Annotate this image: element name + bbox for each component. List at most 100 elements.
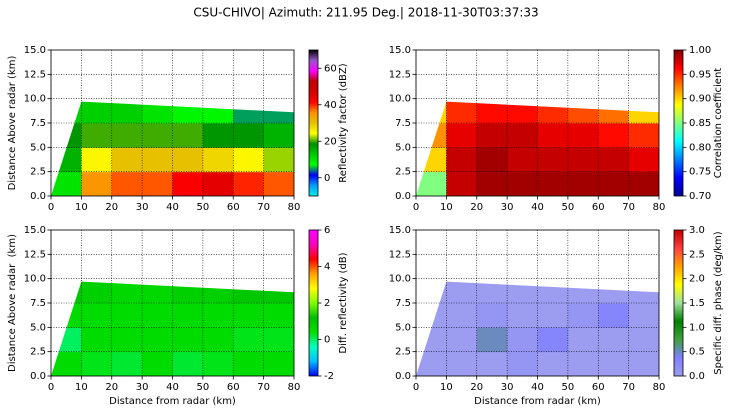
field-cell	[111, 171, 143, 196]
field-cell	[111, 281, 143, 304]
x-tick-label: 10	[75, 382, 88, 393]
x-tick-label: 80	[288, 382, 301, 393]
y-tick-label: 7.5	[395, 298, 411, 309]
x-tick-label: 20	[470, 202, 483, 213]
field-cell	[202, 351, 234, 376]
field-cell	[446, 147, 478, 173]
y-tick-label: 0.0	[30, 191, 46, 202]
field-cell	[567, 327, 599, 353]
colorbar-tick-label: 0	[324, 173, 330, 184]
field-cell	[263, 351, 294, 376]
field-cell	[446, 303, 478, 328]
colorbar	[308, 49, 319, 197]
field-cell	[142, 123, 173, 148]
y-tick-label: 10.0	[24, 94, 46, 105]
x-tick-label: 70	[622, 202, 635, 213]
field-cell	[172, 147, 204, 173]
y-tick-label: 2.5	[395, 347, 411, 358]
colorbar-tick-label: 0	[324, 335, 330, 346]
colorbar-label: Diff. reflectivity (dB)	[338, 252, 349, 353]
colorbar-tick-label: 0.70	[689, 191, 711, 202]
field-cell	[111, 327, 143, 353]
field-cell	[111, 101, 143, 124]
field-cell	[233, 171, 265, 196]
x-tick-label: 70	[257, 382, 270, 393]
field-cell	[507, 327, 538, 353]
field-cell	[202, 123, 234, 148]
x-tick-label: 70	[622, 382, 635, 393]
axes-frame	[415, 49, 660, 197]
x-tick-label: 60	[592, 382, 605, 393]
field-cell	[446, 327, 478, 353]
field-cell	[507, 147, 538, 173]
y-tick-label: 15.0	[24, 45, 46, 56]
field-cell	[567, 147, 599, 173]
y-axis-label: Distance Above radar (km)	[7, 56, 18, 191]
x-tick-label: 80	[653, 202, 666, 213]
x-tick-label: 40	[531, 202, 544, 213]
field-cell	[263, 171, 294, 196]
x-axis-label: Distance from radar (km)	[109, 396, 236, 407]
colorbar-label: Reflectivity factor (dBZ)	[338, 63, 349, 182]
x-tick-label: 30	[136, 202, 149, 213]
field-cell	[202, 171, 234, 196]
field-cell	[598, 327, 630, 353]
field-cell	[263, 123, 294, 148]
x-tick-label: 0	[413, 202, 419, 213]
field-cell	[111, 351, 143, 376]
colorbar-tick-label: 1.5	[689, 298, 705, 309]
field-cell	[598, 123, 630, 148]
x-tick-label: 0	[48, 202, 54, 213]
colorbar-tick-label: 0.0	[689, 371, 705, 382]
colorbar-tick-label: 2.5	[689, 249, 705, 260]
field-cell	[628, 147, 659, 173]
colorbar-tick-label: 6	[324, 225, 330, 236]
field-cell	[446, 281, 478, 304]
field-cell	[202, 147, 234, 173]
colorbar-label: Correlation coefficient	[713, 68, 724, 179]
field-cell	[507, 303, 538, 328]
x-tick-label: 30	[136, 382, 149, 393]
field-cell	[233, 123, 265, 148]
field-cell	[233, 303, 265, 328]
axes-frame	[415, 229, 660, 377]
y-tick-label: 10.0	[24, 274, 46, 285]
colorbar-tick-label: 0.90	[689, 94, 711, 105]
colorbar-label: Specific diff. phase (deg/km)	[713, 231, 724, 374]
y-tick-label: 5.0	[395, 142, 411, 153]
field-cell	[81, 171, 113, 196]
field-cell	[142, 281, 173, 304]
field-cell	[172, 351, 204, 376]
y-tick-label: 15.0	[389, 45, 411, 56]
colorbar-tick-label: 0.85	[689, 118, 711, 129]
field-cell	[111, 147, 143, 173]
field-cell	[476, 303, 508, 328]
colorbar	[673, 49, 684, 197]
field-cell	[567, 123, 599, 148]
field-cell	[446, 171, 478, 196]
field-cell	[628, 171, 659, 196]
x-tick-label: 60	[592, 202, 605, 213]
field-cell	[507, 351, 538, 376]
colorbar-tick-label: 0.95	[689, 69, 711, 80]
colorbar-tick-label: 0.5	[689, 347, 705, 358]
y-tick-label: 0.0	[395, 191, 411, 202]
field-cell	[172, 123, 204, 148]
colorbar	[308, 229, 319, 377]
y-tick-label: 7.5	[395, 118, 411, 129]
field-cell	[81, 327, 113, 353]
field-cell	[476, 351, 508, 376]
x-tick-label: 10	[440, 382, 453, 393]
x-tick-label: 60	[227, 382, 240, 393]
field-cell	[537, 123, 569, 148]
colorbar-tick-label: 1.0	[689, 322, 705, 333]
y-tick-label: 12.5	[24, 249, 46, 260]
colorbar-tick-label: 2.0	[689, 274, 705, 285]
y-tick-label: 10.0	[389, 94, 411, 105]
field-cell	[263, 327, 294, 353]
y-tick-label: 15.0	[24, 225, 46, 236]
colorbar-tick-label: 4	[324, 262, 330, 273]
field-cell	[537, 327, 569, 353]
field-cell	[598, 303, 630, 328]
colorbar-tick-label: 20	[324, 136, 337, 147]
